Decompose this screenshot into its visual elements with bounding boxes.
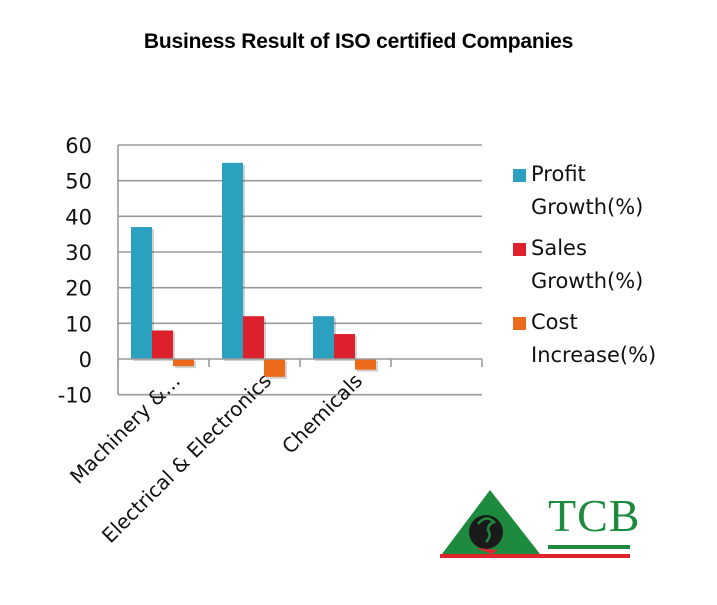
y-tick-label: -10 xyxy=(58,384,92,408)
legend-swatch-icon xyxy=(513,243,526,256)
y-tick-label: 20 xyxy=(65,277,92,301)
legend-item-cost-increase: Cost Increase(%) xyxy=(509,306,656,372)
legend-swatch-icon xyxy=(513,169,526,182)
y-tick-label: 30 xyxy=(65,241,92,265)
chart-title: Business Result of ISO certified Compani… xyxy=(143,30,574,53)
y-tick-label: 10 xyxy=(65,312,92,336)
y-tick-label: 50 xyxy=(65,170,92,194)
bar xyxy=(173,359,194,367)
bar xyxy=(152,330,173,359)
legend-swatch-icon xyxy=(513,317,526,330)
y-tick-label: 0 xyxy=(79,348,92,372)
x-axis xyxy=(117,358,483,367)
gridlines xyxy=(117,144,482,396)
bar xyxy=(222,162,243,359)
x-category-label: Chemicals xyxy=(277,369,367,459)
y-axis-ticks: 60 50 40 30 20 10 0 -10 xyxy=(58,134,92,408)
bars xyxy=(131,162,378,379)
bar xyxy=(264,359,285,377)
bar xyxy=(131,227,152,359)
y-tick-label: 60 xyxy=(65,134,92,158)
logo-text: TCB xyxy=(548,490,641,541)
legend: Profit Growth(%) Sales Growth(%) Cost In… xyxy=(509,158,656,380)
tcb-logo: TCB xyxy=(440,488,640,560)
phoenix-triangle-icon xyxy=(440,490,630,558)
bar xyxy=(243,316,264,359)
legend-item-profit-growth: Profit Growth(%) xyxy=(509,158,656,224)
bar xyxy=(355,359,376,370)
bar xyxy=(313,316,334,359)
y-tick-label: 40 xyxy=(65,205,92,229)
bar xyxy=(334,334,355,359)
legend-item-sales-growth: Sales Growth(%) xyxy=(509,232,656,298)
